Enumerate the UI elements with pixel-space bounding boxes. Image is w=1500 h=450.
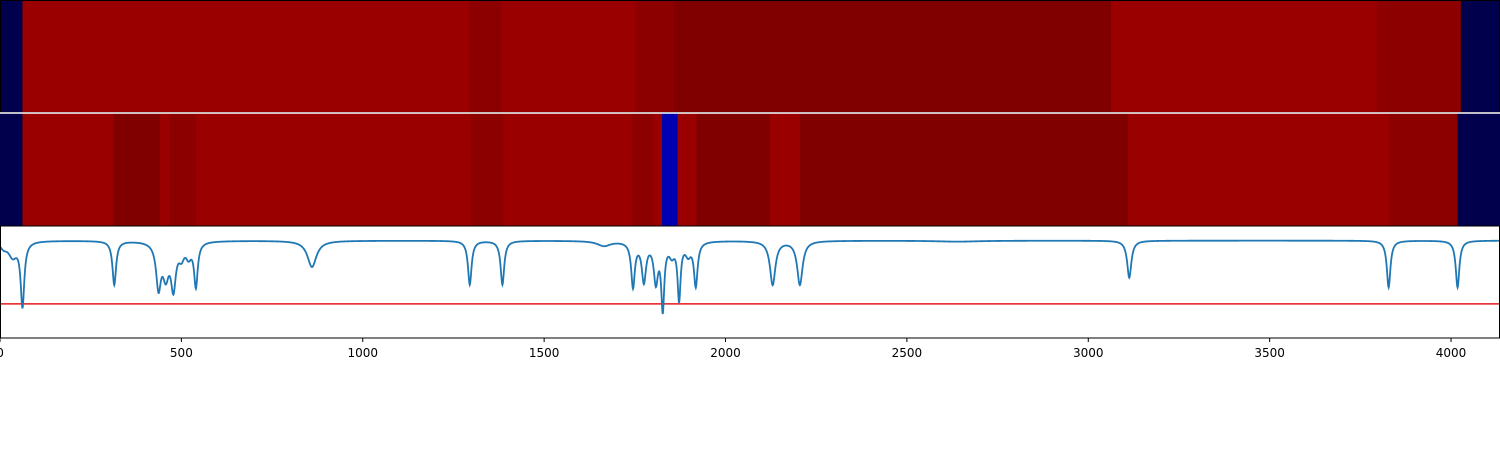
heatmap-bottom-cell-5 — [196, 113, 472, 226]
x-tick-label-500: 500 — [170, 346, 193, 360]
heatmap-bottom-cell-17 — [1457, 113, 1500, 226]
x-axis: 0 500 1000 1500 2000 2500 3000 3500 4000 — [0, 338, 1466, 360]
line-plot — [0, 239, 1500, 315]
heatmap-top-cell-5 — [673, 1, 1112, 113]
heatmap-top-cell-8 — [1460, 1, 1500, 113]
heatmap-band-bottom — [0, 113, 1500, 226]
x-tick-label-0: 0 — [0, 346, 4, 360]
heatmap-top-cell-6 — [1111, 1, 1378, 113]
heatmap-bottom-cell-7 — [503, 113, 633, 226]
heatmap-top-cell-7 — [1376, 1, 1462, 113]
heatmap-bottom-cell-11 — [677, 113, 698, 226]
heatmap-top-cell-1 — [22, 1, 470, 113]
heatmap-bottom-cell-1 — [22, 113, 115, 226]
heatmap-bottom-cell-4 — [169, 113, 197, 226]
heatmap-top-cell-4 — [635, 1, 675, 113]
heatmap-bottom-cell-16 — [1389, 113, 1459, 226]
x-tick-label-1000: 1000 — [347, 346, 378, 360]
heatmap-bottom-cell-3 — [159, 113, 171, 226]
signal-line — [0, 239, 1500, 315]
heatmap-bottom-cell-10 — [662, 113, 679, 226]
x-tick-label-1500: 1500 — [529, 346, 560, 360]
heatmap-bottom-cell-15 — [1128, 113, 1390, 226]
heatmap-bottom-cell-12 — [696, 113, 771, 226]
heatmap-bottom-cell-6 — [470, 113, 504, 226]
x-tick-label-2000: 2000 — [710, 346, 741, 360]
heatmap-bottom-cell-9 — [653, 113, 663, 226]
heatmap-bottom-cell-13 — [769, 113, 801, 226]
x-tick-label-2500: 2500 — [892, 346, 923, 360]
heatmap-top-cell-0 — [0, 1, 24, 113]
heatmap-bottom-cell-0 — [0, 113, 24, 226]
heatmap-top-cell-3 — [501, 1, 637, 113]
heatmap-bottom-cell-14 — [799, 113, 1129, 226]
x-tick-label-3000: 3000 — [1073, 346, 1104, 360]
heatmap-band-top — [0, 1, 1500, 113]
x-tick-label-3500: 3500 — [1254, 346, 1285, 360]
heatmap-bottom-cell-2 — [113, 113, 161, 226]
x-tick-label-4000: 4000 — [1436, 346, 1467, 360]
heatmap-top-cell-2 — [469, 1, 502, 113]
heatmap-bottom-cell-8 — [631, 113, 655, 226]
